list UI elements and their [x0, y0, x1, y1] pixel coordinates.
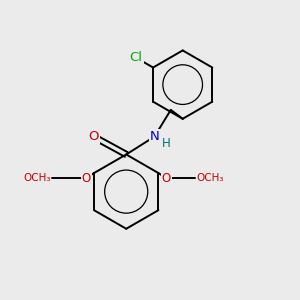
Text: H: H: [161, 137, 170, 150]
Text: N: N: [150, 130, 159, 143]
Text: OCH₃: OCH₃: [23, 173, 50, 183]
Text: O: O: [88, 130, 99, 143]
Text: O: O: [162, 172, 171, 185]
Text: OCH₃: OCH₃: [196, 173, 224, 183]
Text: Cl: Cl: [130, 51, 143, 64]
Text: O: O: [82, 172, 91, 185]
